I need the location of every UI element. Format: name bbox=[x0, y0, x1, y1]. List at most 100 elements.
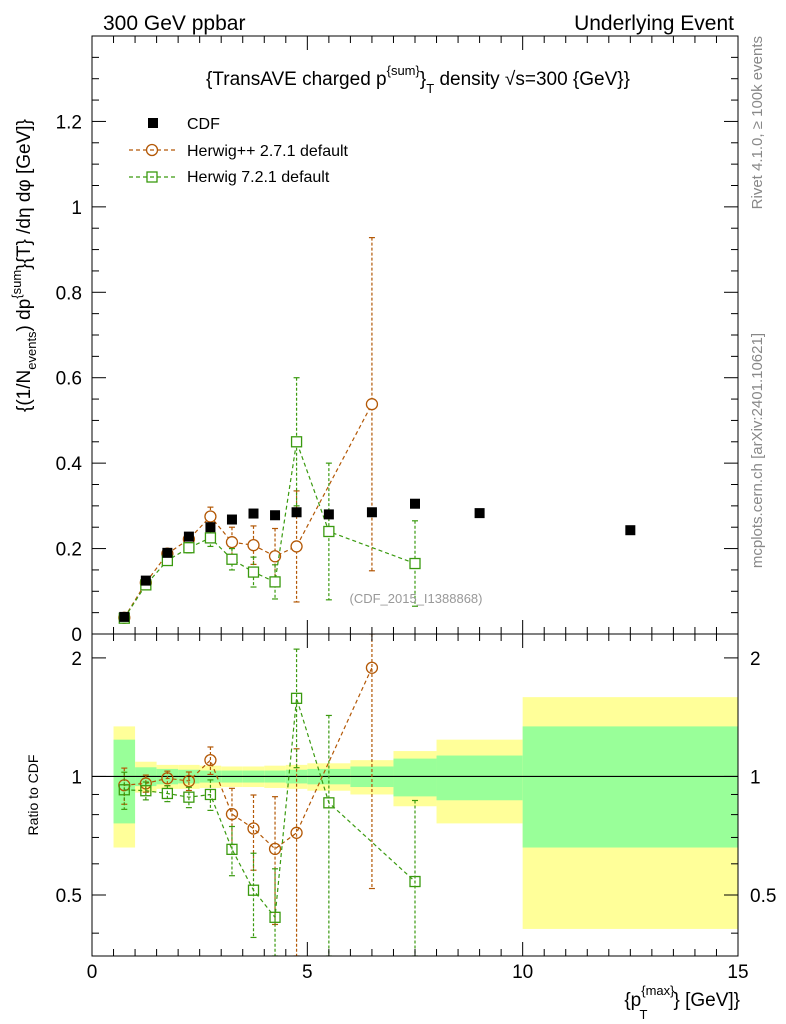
main-y-tick-label-3: 0.6 bbox=[56, 369, 82, 390]
main-point-hw7-3 bbox=[183, 542, 195, 554]
ratio-point-hw7-6 bbox=[247, 884, 260, 896]
main-point-cdf-13 bbox=[625, 525, 636, 536]
ratio-band-stat-12 bbox=[436, 755, 523, 801]
ratio-point-hw7-7 bbox=[269, 911, 281, 923]
ratio-band-stat-0 bbox=[113, 739, 136, 824]
main-panel: 0 0.2 0.4 0.6 0.8 1 1.2 bbox=[56, 35, 739, 646]
ratio-point-hw7-2 bbox=[161, 787, 174, 800]
ratio-point-hw7-8 bbox=[290, 692, 303, 704]
main-point-cdf-4 bbox=[205, 522, 216, 533]
x-axis-label: {p{max} T} [GeV]} bbox=[624, 983, 740, 1022]
main-y-tick-label-1: 0.2 bbox=[56, 540, 82, 561]
ratio-marks bbox=[92, 634, 738, 956]
legend-herwigpp: Herwig++ 2.7.1 default bbox=[129, 143, 349, 160]
main-point-hw7-4 bbox=[204, 532, 217, 544]
xlabel-open: {p bbox=[624, 990, 641, 1011]
ratio-band-stat-13 bbox=[522, 726, 738, 848]
ratio-point-hw7-0 bbox=[118, 784, 130, 796]
legend-herwig7: Herwig 7.2.1 default bbox=[129, 169, 330, 186]
legend-cdf-marker bbox=[148, 118, 158, 128]
legend-herwigpp-label: Herwig++ 2.7.1 default bbox=[187, 143, 349, 160]
ratio-point-hw7-4 bbox=[204, 788, 217, 801]
chart-title: {TransAVE charged p{sum}}T density √s=30… bbox=[206, 63, 630, 96]
main-point-cdf-10 bbox=[366, 507, 377, 518]
main-point-cdf-11 bbox=[410, 498, 420, 509]
main-point-hw7-8 bbox=[290, 436, 303, 448]
main-point-hw2-9 bbox=[365, 398, 379, 411]
main-line-hw2 bbox=[123, 403, 373, 619]
ratio-point-hw2-6 bbox=[247, 822, 260, 835]
main-point-hw7-7 bbox=[269, 576, 281, 588]
legend: CDF Herwig++ 2.7.1 default Herwig 7.2.1 … bbox=[129, 116, 349, 186]
main-point-cdf-1 bbox=[140, 575, 151, 586]
legend-cdf: CDF bbox=[148, 116, 220, 133]
xlabel-sub: T bbox=[640, 1007, 648, 1022]
ratio-point-hw7-3 bbox=[183, 791, 195, 803]
xlabel-sup: {max} bbox=[641, 983, 675, 998]
ratio-point-hw2-5 bbox=[225, 807, 239, 821]
ratio-point-hw7-10 bbox=[409, 875, 421, 888]
main-y-tick-label-0: 0 bbox=[71, 625, 82, 646]
y-axis-label: {(1/Nevents) dp{sum}{T} /dη dφ [GeV]} bbox=[9, 119, 39, 412]
ratio-point-hw2-2 bbox=[161, 772, 174, 785]
ratio-y-ticks: 0.5 0.5 1 1 2 2 bbox=[56, 649, 776, 934]
ratio-y-tick-label-right-0: 0.5 bbox=[750, 886, 776, 907]
title-sub: T bbox=[426, 81, 434, 96]
main-point-cdf-6 bbox=[248, 508, 259, 519]
main-point-hw2-6 bbox=[247, 539, 260, 552]
main-y-ticks: 0 0.2 0.4 0.6 0.8 1 1.2 bbox=[56, 35, 738, 646]
ratio-x-ticks: 0 5 10 15 bbox=[87, 634, 749, 983]
main-y-tick-label-2: 0.4 bbox=[56, 454, 83, 475]
ylabel-b-sup: {sum bbox=[9, 270, 24, 299]
main-point-cdf-7 bbox=[270, 510, 281, 521]
main-point-hw7-9 bbox=[323, 525, 335, 538]
main-point-cdf-3 bbox=[183, 531, 194, 542]
main-x-ticks bbox=[91, 36, 739, 634]
main-point-hw2-5 bbox=[225, 536, 239, 549]
main-y-tick-label-4: 0.8 bbox=[56, 283, 82, 304]
mcplots-label: mcplots.cern.ch [arXiv:2401.10621] bbox=[749, 333, 766, 568]
header-left: 300 GeV ppbar bbox=[103, 12, 245, 35]
main-point-hw2-4 bbox=[204, 510, 217, 523]
ratio-point-hw2-7 bbox=[268, 842, 282, 856]
analysis-tag: (CDF_2015_I1388868) bbox=[350, 591, 483, 606]
ratio-y-tick-label-left-1: 1 bbox=[71, 767, 82, 788]
ratio-point-hw2-9 bbox=[365, 661, 379, 674]
main-point-hw7-6 bbox=[247, 566, 260, 578]
legend-herwig7-marker bbox=[146, 171, 158, 183]
legend-cdf-label: CDF bbox=[187, 116, 220, 133]
main-point-cdf-5 bbox=[226, 514, 237, 525]
ratio-point-hw2-8 bbox=[290, 826, 303, 839]
main-point-cdf-8 bbox=[291, 507, 302, 518]
ratio-y-tick-label-left-2: 2 bbox=[71, 649, 82, 670]
ratio-y-tick-label-left-0: 0.5 bbox=[56, 886, 82, 907]
ylabel-b: ) dp bbox=[14, 299, 35, 332]
ylabel-a: {(1/N bbox=[14, 370, 35, 412]
main-marks bbox=[118, 237, 636, 624]
ratio-y-tick-label-right-2: 2 bbox=[750, 649, 761, 670]
main-point-cdf-0 bbox=[119, 611, 130, 622]
ylabel-a-sub: events bbox=[24, 331, 39, 370]
ratio-panel: 0 5 10 15 0.5 0.5 1 1 2 2 bbox=[56, 633, 776, 983]
x-tick-label-0: 0 bbox=[87, 962, 98, 983]
ratio-band-stat-11 bbox=[393, 758, 437, 797]
title-sup: {sum} bbox=[387, 63, 421, 78]
ratio-point-hw7-9 bbox=[323, 797, 335, 809]
legend-herwig7-label: Herwig 7.2.1 default bbox=[187, 169, 330, 186]
legend-herwigpp-marker bbox=[145, 143, 159, 157]
rivet-label: Rivet 4.1.0, ≥ 100k events bbox=[749, 36, 766, 209]
title-close: } bbox=[420, 69, 426, 90]
x-tick-label-1: 5 bbox=[302, 962, 313, 983]
main-line-hw7 bbox=[123, 441, 416, 619]
main-point-hw7-10 bbox=[409, 557, 421, 570]
ratio-point-hw7-5 bbox=[226, 843, 238, 855]
x-tick-label-3: 15 bbox=[727, 962, 748, 983]
main-point-hw2-8 bbox=[290, 540, 303, 553]
ratio-line-hw2 bbox=[124, 667, 373, 850]
title-rest: density √s=300 {GeV}} bbox=[434, 69, 630, 90]
ratio-point-hw2-3 bbox=[182, 774, 196, 788]
header-right: Underlying Event bbox=[574, 12, 734, 35]
main-point-hw7-5 bbox=[226, 553, 238, 565]
ylabel-c: }{T} /dη dφ [GeV]} bbox=[14, 119, 35, 270]
